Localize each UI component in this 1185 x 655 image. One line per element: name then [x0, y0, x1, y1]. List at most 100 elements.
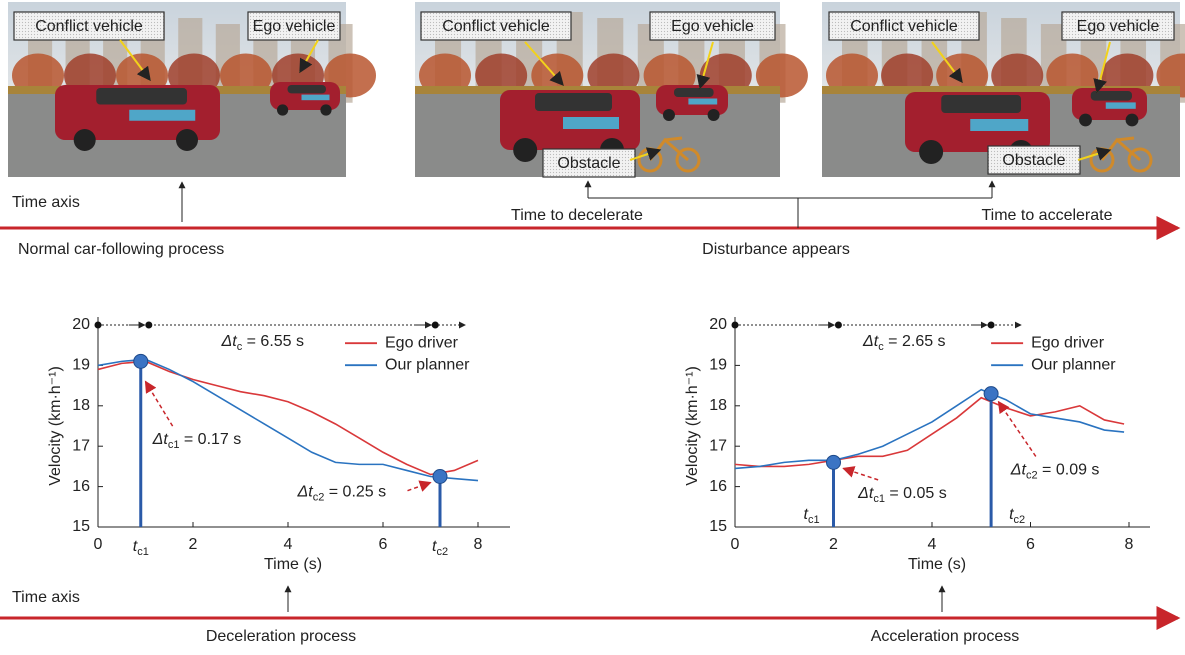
y-tick-label: 19 — [72, 357, 90, 374]
timeline-dot — [732, 322, 739, 329]
annotation-suffix: = 0.17 s — [179, 431, 241, 448]
photo-label: Conflict vehicle — [35, 18, 143, 35]
annotation-sub: c2 — [1014, 514, 1026, 526]
x-tick-label: 6 — [379, 536, 388, 553]
annotation: tc2 — [432, 538, 448, 558]
annotation-arrow — [843, 468, 878, 479]
y-tick-label: 17 — [72, 437, 90, 454]
annotation-main: Δt — [1010, 462, 1027, 479]
legend-label: Our planner — [385, 356, 470, 373]
annotation-suffix: = 0.09 s — [1038, 462, 1100, 479]
annotation: Δtc2 = 0.09 s — [1010, 462, 1100, 482]
x-tick-label: 6 — [1026, 536, 1035, 553]
annotation-arrow — [146, 382, 173, 427]
annotation-main: Δt — [152, 431, 169, 448]
marker-point — [827, 455, 841, 469]
event-label: Acceleration process — [871, 628, 1020, 645]
timeline-dot — [432, 322, 439, 329]
phase-label: Time to accelerate — [981, 207, 1112, 224]
photo-car-banner — [129, 110, 195, 121]
annotation-suffix: = 2.65 s — [884, 333, 946, 350]
annotation: Δtc2 = 0.25 s — [297, 484, 387, 504]
y-tick-label: 20 — [72, 316, 90, 333]
annotation-sub: c2 — [313, 492, 325, 504]
y-tick-label: 16 — [72, 478, 90, 495]
annotation-sub: c1 — [873, 493, 885, 505]
annotation-arrow — [408, 483, 431, 491]
photo-wheel — [277, 104, 288, 115]
annotation-suffix: = 0.25 s — [324, 484, 386, 501]
y-axis-label: Velocity (km·h⁻¹) — [684, 366, 701, 486]
series-line — [735, 390, 1124, 469]
annotation-main: Δt — [221, 333, 238, 350]
y-tick-label: 17 — [709, 437, 727, 454]
photo-car-banner — [970, 119, 1028, 131]
annotation-sub: c2 — [436, 546, 448, 558]
photo-wheel — [1079, 114, 1092, 127]
annotation-sub: c2 — [1026, 469, 1038, 481]
timeline-dot — [835, 322, 842, 329]
photo-wheel — [176, 129, 198, 151]
photo-wheel — [1126, 114, 1139, 127]
annotation: Δtc1 = 0.17 s — [152, 431, 242, 451]
photo-label: Ego vehicle — [1077, 18, 1160, 35]
annotation: Δtc = 6.55 s — [221, 333, 305, 353]
y-tick-label: 15 — [72, 518, 90, 535]
time-axis-label: Time axis — [12, 194, 80, 211]
photo-wheel — [708, 109, 720, 121]
photo-label: Ego vehicle — [671, 18, 754, 35]
photo-car-banner — [688, 99, 717, 105]
annotation: tc2 — [1009, 506, 1025, 526]
photo-car-window — [96, 88, 187, 105]
annotation-main: Δt — [297, 484, 314, 501]
photo-label: Conflict vehicle — [442, 18, 550, 35]
photo-wheel — [919, 140, 943, 164]
annotation: tc1 — [804, 506, 820, 526]
y-axis-label: Velocity (km·h⁻¹) — [47, 366, 64, 486]
photo-car-window — [674, 88, 714, 97]
x-tick-label: 0 — [94, 536, 103, 553]
photo-car-banner — [302, 95, 330, 101]
y-tick-label: 15 — [709, 518, 727, 535]
photo-label: Ego vehicle — [253, 18, 336, 35]
x-tick-label: 0 — [731, 536, 740, 553]
photo-label: Obstacle — [1002, 152, 1065, 169]
x-tick-label: 2 — [829, 536, 838, 553]
figure: Conflict vehicle Ego vehicle Conflict vehi… — [0, 0, 1185, 650]
annotation-sub: c1 — [168, 439, 180, 451]
x-axis-label: Time (s) — [908, 556, 966, 573]
photo-car-window — [1091, 91, 1132, 101]
annotation-main: Δt — [857, 485, 874, 502]
x-axis-label: Time (s) — [264, 556, 322, 573]
y-tick-label: 18 — [709, 397, 727, 414]
photo-car-banner — [563, 117, 619, 129]
x-tick-label: 8 — [1125, 536, 1134, 553]
photo-car-window — [535, 93, 612, 111]
legend-label: Ego driver — [385, 334, 459, 351]
annotation-arrow — [998, 402, 1035, 457]
photo-wheel — [74, 129, 96, 151]
x-tick-label: 4 — [928, 536, 937, 553]
annotation-suffix: = 0.05 s — [885, 485, 947, 502]
annotation-sub: c1 — [137, 546, 149, 558]
timeline-dot — [95, 322, 102, 329]
series-line — [98, 359, 478, 480]
photo-wheel — [513, 138, 537, 162]
annotation-sub: c1 — [808, 514, 820, 526]
annotation-main: Δt — [862, 333, 879, 350]
photo-car-banner — [1106, 102, 1136, 108]
photo-car-window — [288, 85, 327, 93]
event-label: Deceleration process — [206, 628, 356, 645]
series-line — [98, 361, 478, 474]
time-axis-label: Time axis — [12, 589, 80, 606]
legend-label: Our planner — [1031, 356, 1116, 373]
event-label: Normal car-following process — [18, 241, 224, 258]
legend-label: Ego driver — [1031, 334, 1105, 351]
annotation: Δtc = 2.65 s — [862, 333, 946, 353]
bracket — [588, 198, 992, 228]
y-tick-label: 16 — [709, 478, 727, 495]
annotation-suffix: = 6.55 s — [242, 333, 304, 350]
photo-wheel — [320, 104, 331, 115]
photo-wheel — [663, 109, 675, 121]
x-tick-label: 2 — [189, 536, 198, 553]
